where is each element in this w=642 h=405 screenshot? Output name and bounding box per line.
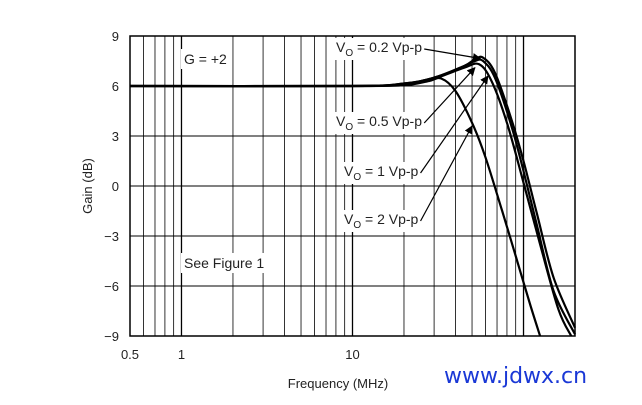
figure-reference-background: [181, 253, 268, 273]
curve-label-value: = 2 Vp-p: [361, 211, 418, 227]
gain-annotation-background: [181, 49, 231, 69]
curve-label-background: [341, 210, 422, 232]
curve-label-symbol: V: [344, 163, 354, 179]
curve-label-value: = 0.5 Vp-p: [353, 113, 422, 129]
gain-annotation: G = +2: [184, 51, 227, 67]
y-tick-labels: 9 6 3 0 −3 −6 −9: [104, 29, 119, 344]
curve-label-0: VO = 0.2 Vp-p: [333, 38, 482, 62]
curve-label-text: VO = 0.2 Vp-p: [336, 39, 422, 59]
curve-label-arrow: [424, 48, 482, 62]
y-axis-label: Gain (dB): [80, 158, 95, 214]
curve-label-1: VO = 0.5 Vp-p: [333, 67, 476, 134]
x-tick-label: 0.5: [121, 347, 139, 362]
curve-label-text: VO = 2 Vp-p: [344, 211, 419, 231]
curve-label-background: [341, 162, 422, 184]
y-tick-label: −3: [104, 229, 119, 244]
figure-reference-annotation: See Figure 1: [184, 255, 264, 271]
x-tick-labels: 0.5 1 10: [121, 347, 360, 362]
curve-label-text: VO = 1 Vp-p: [344, 163, 419, 183]
curve-label-symbol: V: [336, 39, 346, 55]
curve-label-symbol: V: [336, 113, 346, 129]
curve-label-background: [333, 38, 426, 60]
y-tick-label: 3: [112, 129, 119, 144]
x-axis-label: Frequency (MHz): [288, 376, 388, 391]
series-line-3: [129, 76, 542, 337]
x-tick-label: 1: [178, 347, 185, 362]
curve-label-text: VO = 0.5 Vp-p: [336, 113, 422, 133]
curve-label-subscript: O: [345, 122, 353, 133]
plot-frame: [129, 35, 576, 337]
major-gridlines: [130, 36, 575, 336]
curve-label-background: [333, 112, 426, 134]
y-tick-label: −6: [104, 279, 119, 294]
curve-label-subscript: O: [353, 172, 361, 183]
watermark-text: www.jdwx.cn: [444, 364, 588, 389]
curve-label-subscript: O: [353, 220, 361, 231]
curve-label-subscript: O: [345, 48, 353, 59]
y-tick-label: 9: [112, 29, 119, 44]
curve-label-3: VO = 2 Vp-p: [341, 125, 473, 232]
curve-label-value: = 1 Vp-p: [361, 163, 418, 179]
curve-labels: VO = 0.2 Vp-pVO = 0.5 Vp-pVO = 1 Vp-pVO …: [333, 38, 489, 232]
curve-label-arrow: [420, 75, 489, 174]
y-tick-label: 0: [112, 179, 119, 194]
curve-label-2: VO = 1 Vp-p: [341, 75, 489, 184]
curve-label-symbol: V: [344, 211, 354, 227]
y-tick-label: 6: [112, 79, 119, 94]
curve-label-arrow: [420, 125, 473, 222]
curve-label-arrow: [423, 67, 476, 124]
x-tick-label: 10: [345, 347, 359, 362]
y-tick-label: −9: [104, 329, 119, 344]
curve-label-value: = 0.2 Vp-p: [353, 39, 422, 55]
